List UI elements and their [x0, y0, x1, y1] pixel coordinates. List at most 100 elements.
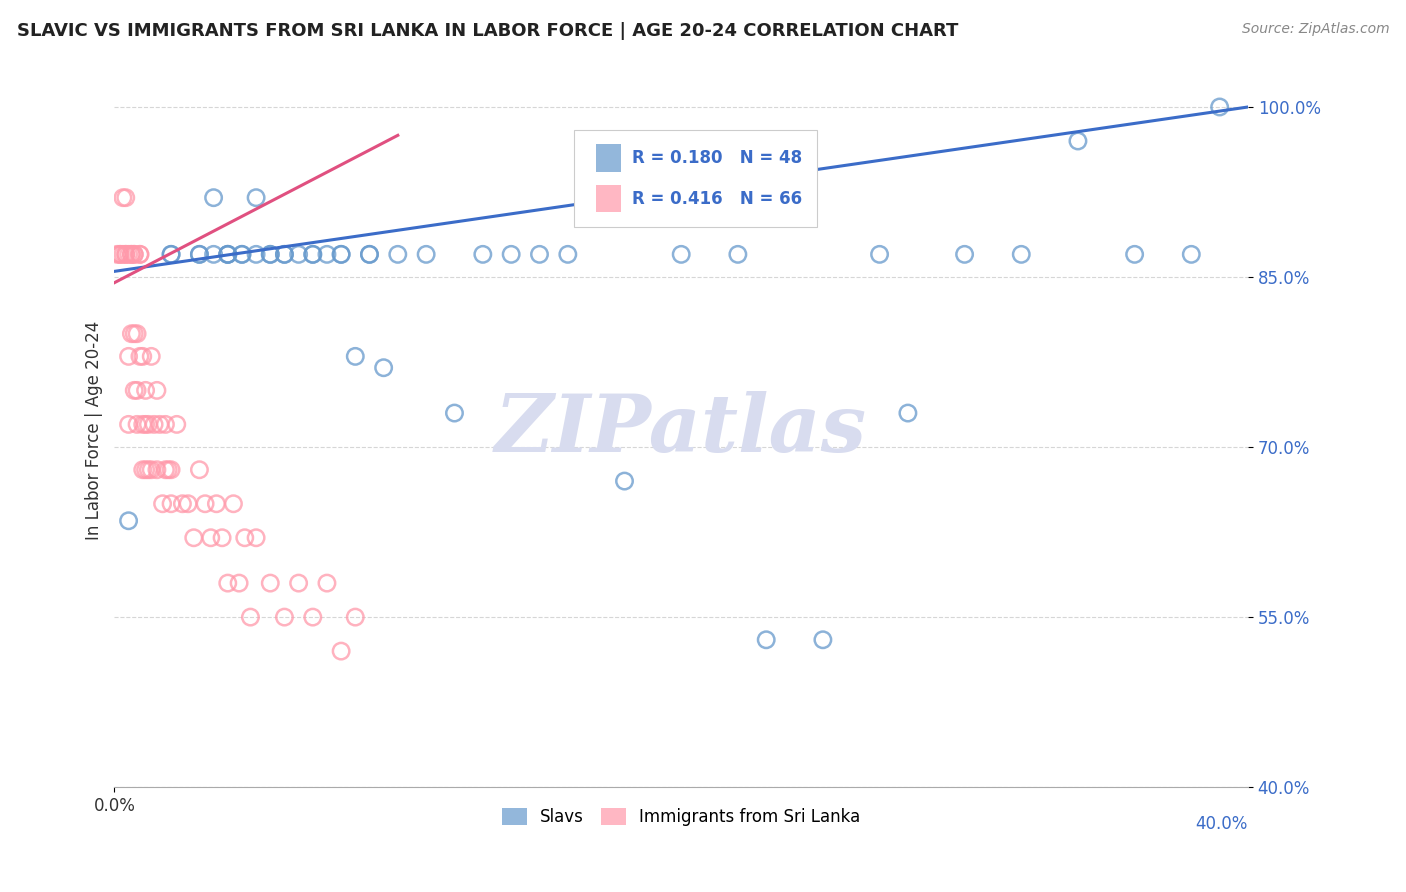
Point: [105, 247, 128, 261]
Point: [217, 576, 239, 591]
Point: [231, 247, 253, 261]
Point: [415, 247, 437, 261]
Point: [330, 247, 353, 261]
FancyBboxPatch shape: [596, 186, 621, 212]
Point: [122, 247, 145, 261]
Point: [122, 326, 145, 341]
Point: [301, 610, 323, 624]
Point: [200, 531, 222, 545]
Point: [122, 384, 145, 398]
Point: [259, 576, 281, 591]
Point: [811, 632, 834, 647]
Point: [160, 463, 183, 477]
Point: [117, 417, 139, 432]
Point: [373, 360, 395, 375]
Point: [129, 247, 152, 261]
Text: ZIPatlas: ZIPatlas: [495, 392, 868, 469]
Point: [273, 610, 295, 624]
Point: [287, 247, 309, 261]
Point: [727, 247, 749, 261]
Point: [259, 247, 281, 261]
Point: [1180, 247, 1202, 261]
Point: [135, 417, 157, 432]
Text: R = 0.180   N = 48: R = 0.180 N = 48: [633, 149, 803, 167]
Point: [160, 247, 183, 261]
Point: [557, 247, 579, 261]
Point: [149, 417, 172, 432]
Point: [231, 247, 253, 261]
Point: [132, 350, 155, 364]
Point: [228, 576, 250, 591]
Point: [125, 326, 148, 341]
Point: [245, 247, 267, 261]
Point: [125, 384, 148, 398]
Point: [120, 247, 142, 261]
Point: [183, 531, 205, 545]
Point: [122, 247, 145, 261]
Point: [211, 531, 233, 545]
Point: [330, 247, 353, 261]
Point: [202, 191, 225, 205]
Point: [177, 497, 200, 511]
Point: [143, 417, 166, 432]
Point: [359, 247, 381, 261]
Point: [117, 247, 139, 261]
Point: [529, 247, 551, 261]
Point: [160, 497, 183, 511]
Point: [108, 247, 131, 261]
Point: [160, 247, 183, 261]
Point: [129, 350, 152, 364]
Point: [117, 514, 139, 528]
Point: [359, 247, 381, 261]
Point: [217, 247, 239, 261]
Point: [222, 497, 245, 511]
Point: [1010, 247, 1032, 261]
Point: [344, 350, 367, 364]
Point: [471, 247, 494, 261]
Point: [141, 350, 163, 364]
Point: [172, 497, 194, 511]
Point: [202, 247, 225, 261]
Point: [129, 247, 152, 261]
Point: [273, 247, 295, 261]
Point: [155, 463, 177, 477]
Point: [138, 463, 160, 477]
FancyBboxPatch shape: [596, 145, 621, 171]
Point: [1123, 247, 1146, 261]
FancyBboxPatch shape: [574, 130, 817, 227]
Point: [233, 531, 256, 545]
Point: [152, 497, 174, 511]
Point: [316, 576, 339, 591]
Point: [114, 191, 136, 205]
Point: [1208, 100, 1230, 114]
Point: [316, 247, 339, 261]
Point: [501, 247, 523, 261]
Point: [205, 497, 228, 511]
Point: [301, 247, 323, 261]
Point: [166, 417, 188, 432]
Point: [188, 247, 211, 261]
Point: [869, 247, 891, 261]
Point: [245, 531, 267, 545]
Text: SLAVIC VS IMMIGRANTS FROM SRI LANKA IN LABOR FORCE | AGE 20-24 CORRELATION CHART: SLAVIC VS IMMIGRANTS FROM SRI LANKA IN L…: [17, 22, 959, 40]
Point: [897, 406, 920, 420]
Point: [259, 247, 281, 261]
Point: [111, 191, 134, 205]
Point: [135, 463, 157, 477]
Point: [120, 247, 142, 261]
Point: [669, 247, 692, 261]
Point: [287, 576, 309, 591]
Point: [146, 384, 169, 398]
Point: [132, 417, 155, 432]
Point: [135, 384, 157, 398]
Point: [217, 247, 239, 261]
Point: [301, 247, 323, 261]
Point: [188, 463, 211, 477]
Point: [1067, 134, 1090, 148]
Text: 40.0%: 40.0%: [1195, 815, 1249, 833]
Point: [387, 247, 409, 261]
Point: [108, 247, 131, 261]
Point: [125, 417, 148, 432]
Point: [188, 247, 211, 261]
Point: [155, 417, 177, 432]
